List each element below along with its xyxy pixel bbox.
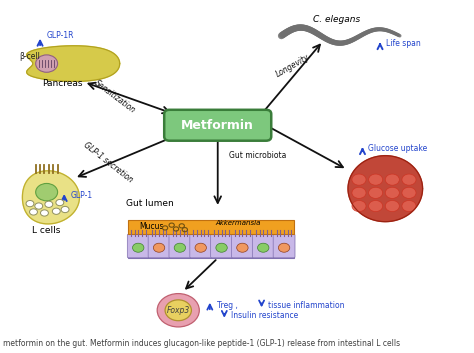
Polygon shape — [348, 156, 423, 222]
FancyBboxPatch shape — [148, 234, 170, 258]
Text: Metformin: Metformin — [181, 119, 254, 132]
Text: tissue inflammation: tissue inflammation — [268, 300, 345, 310]
Circle shape — [195, 243, 207, 252]
Text: Gut microbiota: Gut microbiota — [228, 151, 286, 160]
Circle shape — [56, 199, 64, 206]
Circle shape — [154, 243, 165, 252]
Circle shape — [26, 201, 34, 207]
Text: C. elegans: C. elegans — [312, 15, 360, 24]
Text: Insulin resistance: Insulin resistance — [231, 311, 298, 320]
FancyBboxPatch shape — [169, 234, 191, 258]
Circle shape — [157, 294, 199, 327]
Circle shape — [133, 243, 144, 252]
FancyBboxPatch shape — [252, 234, 274, 258]
Circle shape — [174, 243, 186, 252]
Circle shape — [385, 201, 399, 211]
Circle shape — [45, 201, 53, 208]
Text: Sensitization: Sensitization — [92, 78, 137, 115]
Text: Foxp3: Foxp3 — [167, 306, 190, 315]
Circle shape — [61, 207, 69, 213]
Text: GLP-1R: GLP-1R — [46, 31, 74, 40]
Circle shape — [36, 184, 58, 201]
Text: Longevity: Longevity — [274, 52, 311, 79]
Circle shape — [36, 55, 58, 72]
FancyBboxPatch shape — [231, 234, 253, 258]
FancyBboxPatch shape — [128, 234, 294, 258]
Circle shape — [385, 187, 399, 198]
Circle shape — [278, 243, 290, 252]
Circle shape — [40, 210, 48, 216]
Circle shape — [402, 187, 416, 198]
Text: Mucus: Mucus — [140, 222, 164, 231]
Circle shape — [237, 243, 248, 252]
Circle shape — [216, 243, 227, 252]
Text: Life span: Life span — [386, 39, 420, 48]
Polygon shape — [22, 171, 80, 224]
Circle shape — [385, 174, 399, 185]
FancyBboxPatch shape — [164, 110, 271, 141]
Circle shape — [369, 174, 383, 185]
Text: GLP-1 secretion: GLP-1 secretion — [82, 140, 135, 185]
Text: Gut lumen: Gut lumen — [126, 199, 173, 208]
FancyBboxPatch shape — [210, 234, 232, 258]
Text: GLP-1: GLP-1 — [71, 191, 93, 200]
Circle shape — [165, 300, 191, 321]
Circle shape — [352, 201, 366, 211]
Circle shape — [35, 203, 43, 209]
Circle shape — [352, 187, 366, 198]
Text: metformin on the gut. Metformin induces glucagon-like peptide-1 (GLP-1) release : metformin on the gut. Metformin induces … — [3, 340, 400, 348]
FancyBboxPatch shape — [190, 234, 211, 258]
Circle shape — [402, 201, 416, 211]
Text: L cells: L cells — [32, 226, 61, 235]
Circle shape — [29, 209, 37, 215]
FancyBboxPatch shape — [128, 234, 149, 258]
FancyBboxPatch shape — [273, 234, 295, 258]
Text: Pancreas: Pancreas — [42, 79, 82, 88]
Text: β-cell: β-cell — [19, 52, 40, 61]
Circle shape — [369, 187, 383, 198]
FancyBboxPatch shape — [128, 220, 294, 234]
Text: Treg ,: Treg , — [217, 301, 238, 310]
Circle shape — [352, 174, 366, 185]
Text: Akkermansia: Akkermansia — [216, 220, 261, 226]
Circle shape — [369, 201, 383, 211]
Circle shape — [257, 243, 269, 252]
Polygon shape — [27, 46, 119, 82]
Circle shape — [402, 174, 416, 185]
Text: Glucose uptake: Glucose uptake — [368, 144, 428, 153]
Circle shape — [52, 208, 60, 214]
